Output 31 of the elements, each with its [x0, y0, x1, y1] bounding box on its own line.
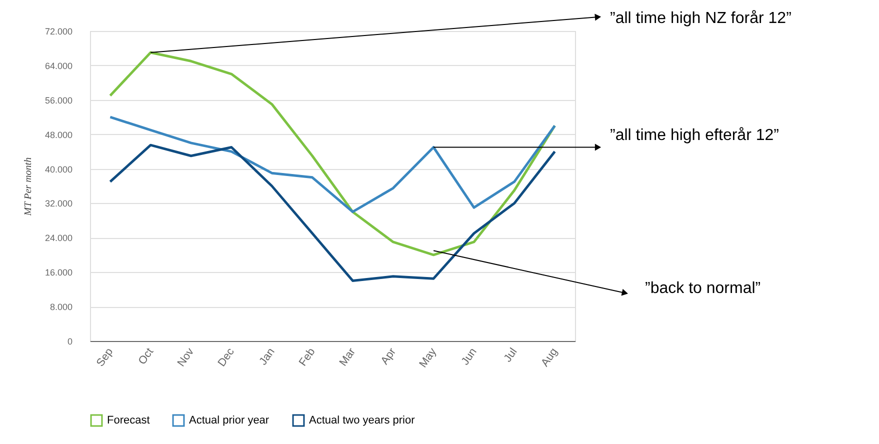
- line-series: [108, 116, 556, 214]
- line-series: [108, 144, 556, 282]
- x-tick-label: Mar: [337, 346, 358, 368]
- legend-label: Actual prior year: [189, 414, 270, 427]
- x-tick-label: Jun: [459, 346, 480, 368]
- y-tick-label: 64.000: [44, 60, 72, 71]
- legend-label: Forecast: [107, 414, 150, 427]
- annotation: ”all time high efterår 12”: [610, 127, 779, 144]
- y-tick-label: 24.000: [44, 233, 72, 244]
- annotation: ”back to normal”: [645, 280, 761, 297]
- x-tick-label: Dec: [216, 346, 238, 369]
- y-tick-label: 16.000: [44, 268, 72, 278]
- line-series: [108, 51, 556, 256]
- x-tick-label: Jan: [257, 346, 278, 368]
- x-tick-label: Jul: [502, 346, 520, 364]
- y-tick-label: 40.000: [44, 164, 72, 174]
- x-tick-label: Aug: [539, 346, 560, 369]
- y-axis-title: MT Per month: [22, 157, 34, 217]
- x-tick-label: Oct: [136, 346, 156, 367]
- x-tick-label: Nov: [175, 346, 197, 369]
- x-tick-label: Apr: [378, 346, 399, 367]
- y-tick-label: 8.000: [50, 302, 72, 312]
- x-tick-label: Feb: [296, 346, 318, 368]
- legend-label: Actual two years prior: [309, 414, 416, 427]
- y-tick-label: 0: [67, 336, 72, 346]
- x-tick-label: Sep: [94, 346, 116, 369]
- y-tick-label: 32.000: [44, 198, 72, 209]
- y-tick-label: 56.000: [44, 95, 72, 106]
- annotation: ”all time high NZ forår 12”: [610, 10, 792, 27]
- y-tick-label: 72.000: [44, 26, 72, 36]
- y-tick-label: 48.000: [44, 130, 72, 140]
